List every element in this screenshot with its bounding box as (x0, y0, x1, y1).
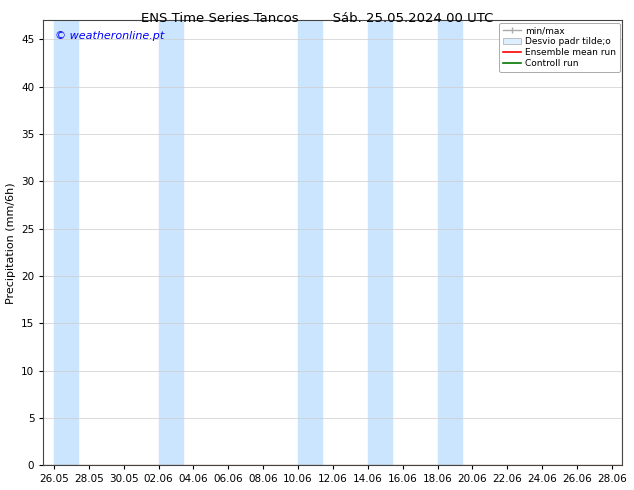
Bar (368, 20, 392, 465)
Legend: min/max, Desvio padr tilde;o, Ensemble mean run, Controll run: min/max, Desvio padr tilde;o, Ensemble m… (499, 23, 620, 72)
Bar (158, 20, 183, 465)
Bar (298, 20, 323, 465)
Text: © weatheronline.pt: © weatheronline.pt (55, 31, 164, 41)
Bar (54, 20, 78, 465)
Y-axis label: Precipitation (mm/6h): Precipitation (mm/6h) (6, 182, 16, 304)
Text: ENS Time Series Tancos        Sáb. 25.05.2024 00 UTC: ENS Time Series Tancos Sáb. 25.05.2024 0… (141, 12, 493, 25)
Bar (437, 20, 462, 465)
Bar (623, 20, 634, 465)
